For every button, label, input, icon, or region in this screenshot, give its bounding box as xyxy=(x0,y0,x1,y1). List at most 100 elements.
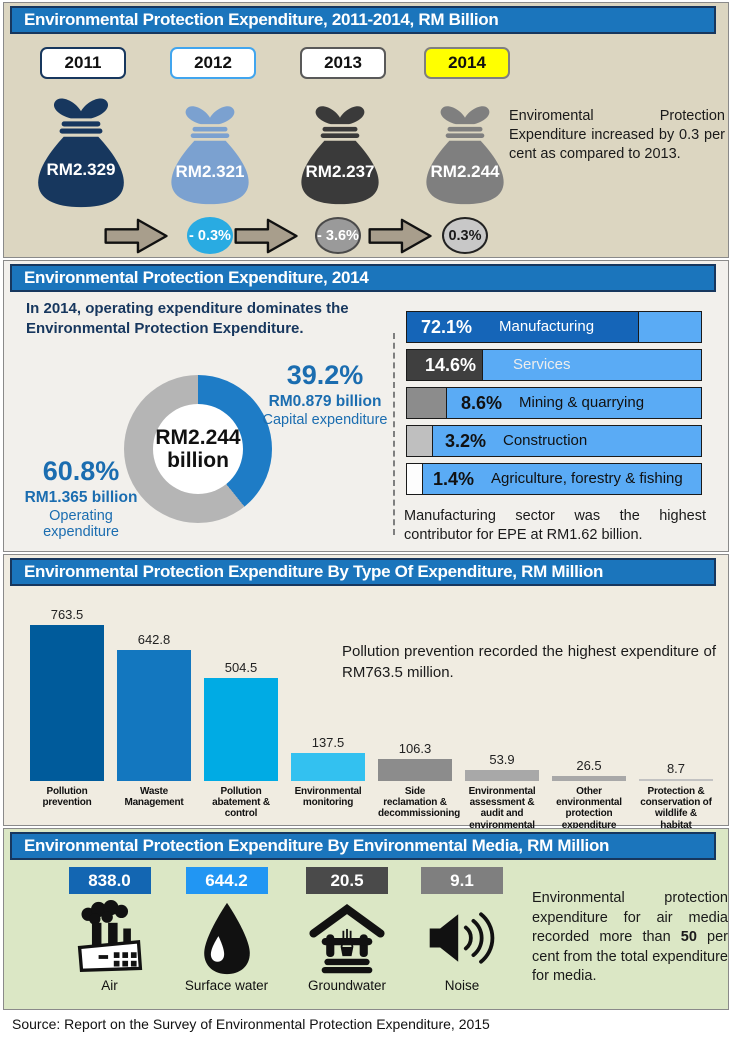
bar-label: Side reclamation & decommissioning xyxy=(378,786,461,820)
bar-column: 26.5 xyxy=(552,758,626,781)
bar-column: 137.5 xyxy=(291,735,365,781)
money-bag-icon xyxy=(426,106,504,205)
bar-value: 8.7 xyxy=(666,761,686,776)
sector-row-manufacturing: 72.1% Manufacturing xyxy=(406,311,702,343)
sector-pct: 14.6% xyxy=(425,355,477,375)
donut-total-unit: billion xyxy=(167,449,229,472)
sector-pct: 8.6% xyxy=(461,393,503,413)
factory-air-icon xyxy=(77,900,142,973)
section3-note: Pollution prevention recorded the highes… xyxy=(342,643,716,681)
change-badge-2013: - 3.6% xyxy=(315,217,361,254)
money-bag-2011: RM2.329 xyxy=(30,93,132,211)
bar-column: 763.5 xyxy=(30,607,104,781)
bar-value: 137.5 xyxy=(311,734,345,750)
bar-column: 504.5 xyxy=(204,660,278,781)
type-bar-chart: 763.5 642.8 504.5 137.5 106.3 53.9 26.5 … xyxy=(30,595,720,781)
sector-pct: 72.1% xyxy=(421,317,473,337)
bar-label: Pollution abatement & control xyxy=(212,786,270,820)
water-drop-icon xyxy=(203,902,250,975)
media-air: 838.0 Air xyxy=(57,867,162,993)
capital-expenditure-label: 39.2% RM0.879 billion Capital expenditur… xyxy=(257,360,393,427)
section-epe-by-media: Environmental Protection Expenditure By … xyxy=(3,828,729,1010)
bar-label: Protection & conservation of wildlife & … xyxy=(640,786,712,831)
bar-value: 504.5 xyxy=(224,660,258,676)
donut-total-value: RM2.244 xyxy=(155,425,241,449)
bar-value: 763.5 xyxy=(50,607,84,623)
bag-value-2011: RM2.329 xyxy=(46,160,116,180)
sector-row-mining: 8.6% Mining & quarrying xyxy=(406,387,702,419)
sector-row-agriculture: 1.4% Agriculture, forestry & fishing xyxy=(406,463,702,495)
bar xyxy=(378,759,452,781)
operating-pct: 60.8% xyxy=(42,456,120,486)
bar xyxy=(204,678,278,781)
change-badge-2012: - 0.3% xyxy=(187,217,233,254)
section-epe-by-year: Environmental Protection Expenditure, 20… xyxy=(3,2,729,258)
capital-amount: RM0.879 billion xyxy=(268,392,382,410)
sector-box xyxy=(407,426,434,456)
sector-pct: 1.4% xyxy=(433,469,475,489)
money-bag-icon xyxy=(171,106,249,205)
bar-value: 106.3 xyxy=(398,741,432,757)
bar-column: 8.7 xyxy=(639,761,713,781)
section3-title: Environmental Protection Expenditure By … xyxy=(10,558,716,586)
media-label: Surface water xyxy=(184,978,269,993)
bar-value: 53.9 xyxy=(489,752,515,768)
source-line: Source: Report on the Survey of Environm… xyxy=(12,1016,490,1032)
bar-column: 106.3 xyxy=(378,741,452,781)
water-well-icon xyxy=(309,904,385,974)
money-bag-2012: RM2.321 xyxy=(164,101,256,208)
money-bag-2014: RM2.244 xyxy=(419,101,511,208)
note-bold-value: 50 xyxy=(680,929,697,946)
section-epe-by-type: Environmental Protection Expenditure By … xyxy=(3,554,729,842)
bar xyxy=(117,649,191,781)
media-label: Air xyxy=(101,978,118,993)
money-bag-icon xyxy=(301,106,379,205)
media-value-badge: 20.5 xyxy=(306,867,388,894)
media-groundwater: 20.5 Groundwater xyxy=(292,867,402,993)
section1-note: Enviromental Protection Expenditure incr… xyxy=(509,108,725,163)
media-value-badge: 644.2 xyxy=(185,867,268,894)
bar xyxy=(30,625,104,781)
dashed-divider xyxy=(393,333,395,535)
bar-value: 26.5 xyxy=(576,757,602,773)
speaker-noise-icon xyxy=(429,912,495,964)
bag-value-2013: RM2.237 xyxy=(305,161,375,181)
sector-row-services: 14.6% Services xyxy=(406,349,702,381)
sector-box xyxy=(407,350,484,380)
sector-pct: 3.2% xyxy=(445,431,487,451)
section2-note: Manufacturing sector was the highest con… xyxy=(404,508,706,544)
section-epe-2014: Environmental Protection Expenditure, 20… xyxy=(3,260,729,552)
sector-row-construction: 3.2% Construction xyxy=(406,425,702,457)
sector-name: Services xyxy=(513,356,571,373)
operating-expenditure-label: 60.8% RM1.365 billion Operating expendit… xyxy=(10,456,152,540)
right-arrow-icon xyxy=(368,218,432,254)
media-label: Noise xyxy=(444,978,480,993)
bag-value-2014: RM2.244 xyxy=(430,161,500,181)
sector-box xyxy=(407,312,640,342)
section4-note: Environmental protection expenditure for… xyxy=(532,889,728,987)
note-text: per cent from the total expenditure for … xyxy=(532,929,728,985)
year-badge-2012: 2012 xyxy=(170,47,256,79)
change-badge-2014: 0.3% xyxy=(442,217,488,254)
section2-title: Environmental Protection Expenditure, 20… xyxy=(10,264,716,292)
operating-name: Operating expenditure xyxy=(43,507,119,540)
media-value-badge: 9.1 xyxy=(421,867,503,894)
media-surface-water: 644.2 Surface water xyxy=(174,867,279,993)
bar-column: 642.8 xyxy=(117,632,191,781)
sector-name: Construction xyxy=(503,432,588,449)
media-label: Groundwater xyxy=(307,978,387,993)
bar-label: Pollution prevention xyxy=(42,786,92,809)
bag-value-2012: RM2.321 xyxy=(175,161,245,181)
donut-total: RM2.244 billion xyxy=(153,404,243,494)
note-text: Environmental protection expenditure for… xyxy=(532,890,728,946)
section2-intro: In 2014, operating expenditure dominates… xyxy=(26,300,349,338)
year-badge-2014: 2014 xyxy=(424,47,510,79)
bar xyxy=(552,775,626,781)
section4-title: Environmental Protection Expenditure By … xyxy=(10,832,716,860)
donut-chart: RM2.244 billion xyxy=(124,375,272,523)
bar xyxy=(465,770,539,781)
sector-box xyxy=(407,464,424,494)
right-arrow-icon xyxy=(104,218,168,254)
money-bag-2013: RM2.237 xyxy=(294,101,386,208)
